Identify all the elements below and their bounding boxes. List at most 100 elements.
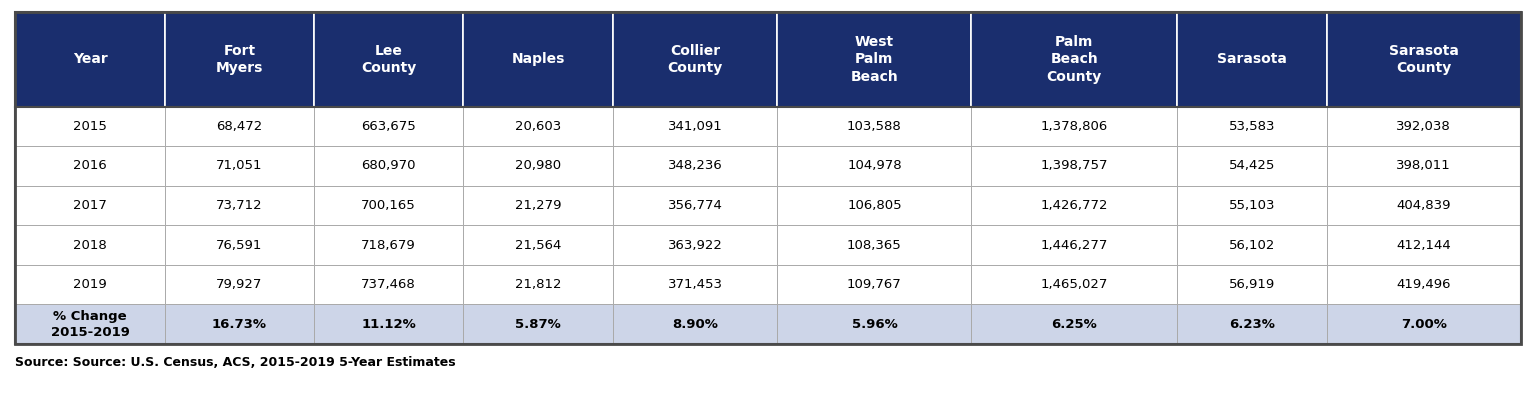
Bar bbox=[464, 12, 613, 107]
Bar bbox=[1177, 225, 1327, 265]
Bar bbox=[313, 107, 464, 146]
Bar bbox=[15, 12, 1521, 344]
Bar bbox=[313, 304, 464, 344]
Bar bbox=[777, 265, 971, 304]
Bar bbox=[15, 304, 164, 344]
Bar bbox=[15, 12, 1521, 107]
Bar bbox=[15, 186, 164, 225]
Bar bbox=[1327, 107, 1521, 146]
Text: West
Palm
Beach: West Palm Beach bbox=[851, 35, 899, 84]
Bar bbox=[464, 146, 613, 186]
Text: 1,446,277: 1,446,277 bbox=[1041, 238, 1107, 252]
Text: Lee
County: Lee County bbox=[361, 44, 416, 75]
Text: 20,603: 20,603 bbox=[515, 120, 561, 133]
Text: Palm
Beach
County: Palm Beach County bbox=[1046, 35, 1101, 84]
Text: 55,103: 55,103 bbox=[1229, 199, 1275, 212]
Bar bbox=[1327, 225, 1521, 265]
Bar bbox=[613, 304, 777, 344]
Bar bbox=[1177, 12, 1327, 107]
Text: 103,588: 103,588 bbox=[846, 120, 902, 133]
Bar bbox=[164, 186, 313, 225]
Text: Sarasota: Sarasota bbox=[1217, 52, 1287, 66]
Text: 341,091: 341,091 bbox=[668, 120, 722, 133]
Text: 106,805: 106,805 bbox=[848, 199, 902, 212]
Bar bbox=[164, 225, 313, 265]
Bar bbox=[15, 107, 164, 146]
Bar bbox=[464, 265, 613, 304]
Bar bbox=[464, 304, 613, 344]
Bar bbox=[971, 146, 1177, 186]
Text: 104,978: 104,978 bbox=[848, 160, 902, 172]
Bar bbox=[464, 186, 613, 225]
Bar bbox=[164, 304, 313, 344]
Text: 1,398,757: 1,398,757 bbox=[1040, 160, 1107, 172]
Text: % Change
2015-2019: % Change 2015-2019 bbox=[51, 310, 129, 339]
Text: 73,712: 73,712 bbox=[217, 199, 263, 212]
Bar bbox=[1327, 12, 1521, 107]
Text: 56,102: 56,102 bbox=[1229, 238, 1275, 252]
Bar bbox=[15, 12, 164, 107]
Text: 53,583: 53,583 bbox=[1229, 120, 1275, 133]
Text: 7.00%: 7.00% bbox=[1401, 318, 1447, 331]
Bar bbox=[971, 107, 1177, 146]
Bar bbox=[971, 265, 1177, 304]
Text: 54,425: 54,425 bbox=[1229, 160, 1275, 172]
Bar bbox=[15, 225, 164, 265]
Bar bbox=[1177, 146, 1327, 186]
Text: 2019: 2019 bbox=[74, 278, 108, 291]
Text: 109,767: 109,767 bbox=[846, 278, 902, 291]
Text: Sarasota
County: Sarasota County bbox=[1389, 44, 1459, 75]
Bar bbox=[164, 12, 313, 107]
Text: 21,564: 21,564 bbox=[515, 238, 561, 252]
Text: 1,426,772: 1,426,772 bbox=[1040, 199, 1107, 212]
Bar bbox=[613, 12, 777, 107]
Bar bbox=[15, 265, 164, 304]
Bar bbox=[971, 304, 1177, 344]
Bar bbox=[164, 265, 313, 304]
Bar bbox=[613, 107, 777, 146]
Text: 2016: 2016 bbox=[74, 160, 108, 172]
Bar bbox=[971, 186, 1177, 225]
Text: 419,496: 419,496 bbox=[1396, 278, 1452, 291]
Text: 412,144: 412,144 bbox=[1396, 238, 1452, 252]
Bar bbox=[1327, 146, 1521, 186]
Bar bbox=[1327, 265, 1521, 304]
Text: 404,839: 404,839 bbox=[1396, 199, 1452, 212]
Text: Source: Source: U.S. Census, ACS, 2015-2019 5-Year Estimates: Source: Source: U.S. Census, ACS, 2015-2… bbox=[15, 356, 456, 369]
Text: 76,591: 76,591 bbox=[217, 238, 263, 252]
Bar bbox=[777, 304, 971, 344]
Text: 356,774: 356,774 bbox=[668, 199, 722, 212]
Bar bbox=[1327, 186, 1521, 225]
Bar bbox=[464, 225, 613, 265]
Bar bbox=[1177, 186, 1327, 225]
Bar bbox=[1177, 107, 1327, 146]
Text: 8.90%: 8.90% bbox=[673, 318, 717, 331]
Text: 371,453: 371,453 bbox=[668, 278, 722, 291]
Text: 663,675: 663,675 bbox=[361, 120, 416, 133]
Bar bbox=[313, 265, 464, 304]
Text: 5.87%: 5.87% bbox=[515, 318, 561, 331]
Bar bbox=[15, 146, 164, 186]
Text: 6.25%: 6.25% bbox=[1052, 318, 1097, 331]
Bar bbox=[1177, 265, 1327, 304]
Text: Collier
County: Collier County bbox=[668, 44, 723, 75]
Text: 363,922: 363,922 bbox=[668, 238, 722, 252]
Text: 79,927: 79,927 bbox=[217, 278, 263, 291]
Text: 700,165: 700,165 bbox=[361, 199, 416, 212]
Bar bbox=[777, 146, 971, 186]
Bar bbox=[313, 225, 464, 265]
Bar bbox=[971, 12, 1177, 107]
Text: 5.96%: 5.96% bbox=[851, 318, 897, 331]
Bar bbox=[777, 225, 971, 265]
Text: 718,679: 718,679 bbox=[361, 238, 416, 252]
Text: 21,279: 21,279 bbox=[515, 199, 561, 212]
Bar bbox=[313, 186, 464, 225]
Bar bbox=[613, 225, 777, 265]
Text: 2017: 2017 bbox=[74, 199, 108, 212]
Bar bbox=[777, 12, 971, 107]
Bar bbox=[164, 107, 313, 146]
Text: 398,011: 398,011 bbox=[1396, 160, 1452, 172]
Bar bbox=[164, 146, 313, 186]
Bar bbox=[1327, 304, 1521, 344]
Text: 392,038: 392,038 bbox=[1396, 120, 1452, 133]
